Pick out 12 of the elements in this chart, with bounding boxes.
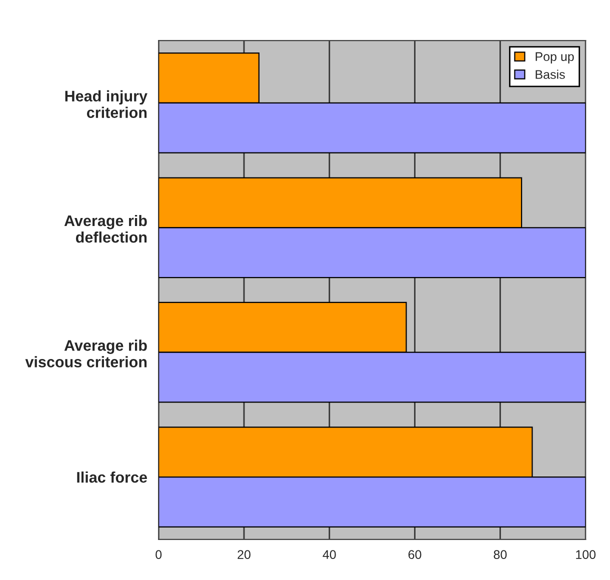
x-tick-label: 60: [408, 550, 422, 559]
y-tick-label: Average rib viscous criterion: [25, 340, 147, 368]
y-tick-label: Head injury criterion: [65, 90, 148, 118]
legend-label: Basis: [536, 70, 565, 79]
x-tick-label: 80: [494, 550, 507, 559]
y-tick-label: Iliac force: [77, 472, 147, 483]
x-tick-label: 20: [238, 550, 250, 559]
x-tick-label: 40: [322, 550, 336, 559]
x-tick-label: 0: [156, 550, 162, 559]
y-tick-label: Average rib deflection: [64, 214, 147, 243]
legend-label: Pop up: [536, 52, 574, 64]
x-tick-label: 100: [576, 550, 596, 559]
